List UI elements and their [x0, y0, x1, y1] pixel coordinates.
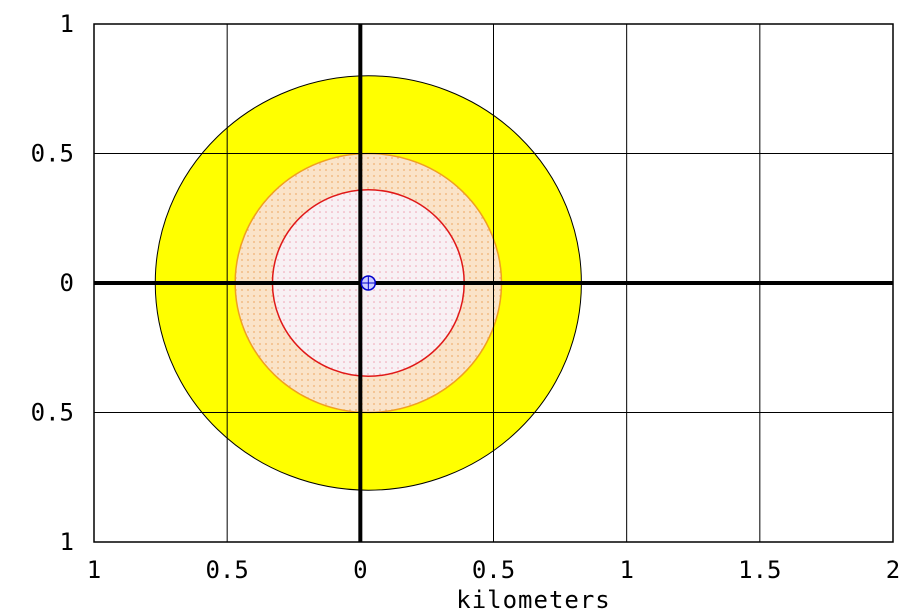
y-tick-labels: 1 0.5 0 0.5 1	[31, 10, 74, 556]
x-tick-label-4: 1	[619, 556, 633, 584]
x-axis-title: kilometers	[456, 586, 611, 614]
marker-layer	[360, 275, 377, 291]
y-tick-label-3: 0.5	[31, 140, 74, 168]
x-tick-labels: 1 0.5 0 0.5 1 1.5 2	[87, 556, 900, 584]
y-tick-label-0: 1	[60, 528, 74, 556]
y-tick-label-2: 0	[60, 269, 74, 297]
y-tick-label-4: 1	[60, 10, 74, 38]
y-tick-label-1: 0.5	[31, 399, 74, 427]
x-tick-label-5: 1.5	[738, 556, 781, 584]
x-tick-label-1: 0.5	[205, 556, 248, 584]
x-tick-label-6: 2	[886, 556, 900, 584]
x-tick-label-0: 1	[87, 556, 101, 584]
axes	[94, 24, 893, 542]
x-tick-label-3: 0.5	[472, 556, 515, 584]
x-tick-label-2: 0	[353, 556, 367, 584]
